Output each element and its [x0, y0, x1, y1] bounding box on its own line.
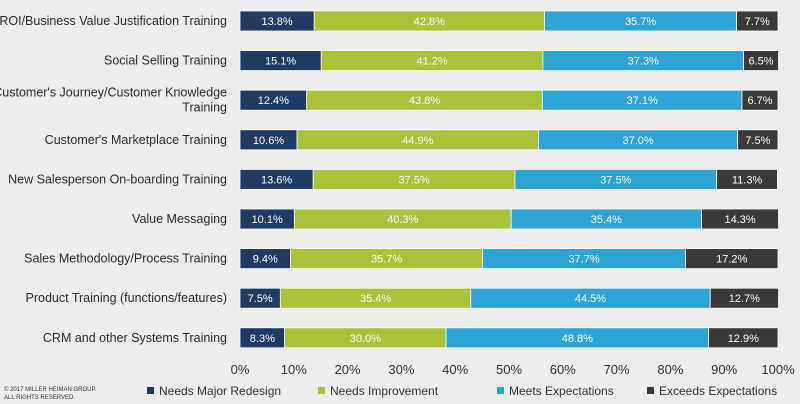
data-label: 12.7%: [729, 293, 760, 305]
data-label: 42.8%: [414, 16, 445, 28]
data-label: 12.9%: [728, 333, 759, 345]
legend-swatch: [318, 387, 325, 394]
legend-label: Needs Major Redesign: [159, 384, 281, 398]
data-label: 13.6%: [261, 174, 292, 186]
category-label: ROI/Business Value Justification Trainin…: [0, 14, 227, 28]
x-tick-label: 20%: [335, 362, 361, 377]
category-label: Product Training (functions/features): [26, 291, 228, 305]
data-label: 12.4%: [258, 95, 289, 107]
bar-segment: [743, 50, 779, 71]
x-tick-label: 70%: [604, 362, 630, 377]
x-tick-label: 40%: [442, 362, 468, 377]
bar-segment: [736, 10, 779, 32]
data-label: 7.5%: [248, 293, 273, 305]
data-label: 6.5%: [749, 56, 774, 68]
x-tick-label: 80%: [657, 362, 683, 377]
data-label: 7.7%: [745, 16, 770, 28]
data-label: 10.6%: [253, 135, 284, 147]
data-label: 37.5%: [600, 174, 631, 186]
legend-label: Meets Expectations: [509, 384, 614, 398]
category-label: New Salesperson On-boarding Training: [8, 172, 227, 186]
data-label: 41.2%: [416, 56, 447, 68]
bar-segment: [685, 248, 779, 270]
data-label: 35.7%: [625, 16, 656, 28]
x-axis-ticks: 0% 10% 20% 30% 40% 50% 60% 70% 80% 90% 100%: [231, 362, 795, 377]
data-label: 37.3%: [628, 56, 659, 68]
bar-segment: [709, 287, 779, 309]
data-label: 48.8%: [562, 333, 593, 345]
bar-segment: [701, 208, 779, 230]
data-label: 35.4%: [591, 214, 622, 226]
data-label: 40.3%: [387, 214, 418, 226]
copyright-line-2: ALL RIGHTS RESERVED.: [4, 395, 75, 401]
data-label: 15.1%: [265, 56, 296, 68]
data-label: 37.1%: [627, 95, 658, 107]
data-label: 14.3%: [724, 214, 755, 226]
data-label: 37.0%: [623, 135, 654, 147]
data-label: 17.2%: [716, 254, 747, 266]
category-label: Social Selling Training: [104, 54, 227, 68]
legend-swatch: [147, 387, 154, 394]
bar-segment: [741, 89, 779, 111]
category-label: Value Messaging: [132, 212, 227, 226]
data-label: 8.3%: [250, 333, 275, 345]
x-tick-label: 50%: [496, 362, 522, 377]
x-tick-label: 30%: [388, 362, 414, 377]
category-label: Customer's Marketplace Training: [45, 133, 227, 147]
data-label: 10.1%: [252, 214, 283, 226]
data-label: 9.4%: [253, 254, 278, 266]
x-tick-label: 10%: [281, 362, 307, 377]
legend: Needs Major Redesign Needs Improvement Mee…: [147, 384, 777, 398]
data-label: 7.5%: [745, 135, 770, 147]
bars-group: 13.8% 42.8% 35.7% 7.7% 15.1% 41.2% 37.3% 6.5% 12…: [239, 10, 779, 349]
data-label: 6.7%: [747, 95, 772, 107]
copyright-line-1: © 2017 MILLER HEIMAN GROUP.: [4, 386, 97, 393]
category-label: CRM and other Systems Training: [43, 331, 227, 345]
legend-swatch: [497, 387, 504, 394]
data-label: 13.8%: [262, 16, 293, 28]
data-label: 37.7%: [568, 254, 599, 266]
legend-label: Needs Improvement: [330, 384, 439, 398]
bar-segment: [716, 168, 778, 190]
x-tick-label: 90%: [711, 362, 737, 377]
bar-segment: [708, 327, 779, 349]
data-label: 11.3%: [732, 174, 763, 186]
x-tick-label: 100%: [761, 362, 795, 377]
legend-swatch: [647, 387, 654, 394]
category-label: Sales Methodology/Process Training: [24, 252, 227, 266]
x-tick-label: 0%: [231, 362, 250, 377]
data-label: 35.4%: [360, 293, 391, 305]
data-label: 44.5%: [575, 293, 606, 305]
data-label: 30.0%: [350, 333, 381, 345]
x-tick-label: 60%: [550, 362, 576, 377]
data-label: 37.5%: [398, 174, 429, 186]
category-label: Customer's Journey/Customer Knowledge: [0, 86, 227, 100]
category-labels: ROI/Business Value Justification Trainin…: [0, 14, 227, 345]
legend-label: Exceeds Expectations: [659, 384, 777, 398]
data-label: 35.7%: [371, 254, 402, 266]
data-label: 43.8%: [409, 95, 440, 107]
data-label: 44.9%: [402, 135, 433, 147]
category-label: Training: [182, 101, 227, 115]
bar-segment: [737, 129, 779, 151]
